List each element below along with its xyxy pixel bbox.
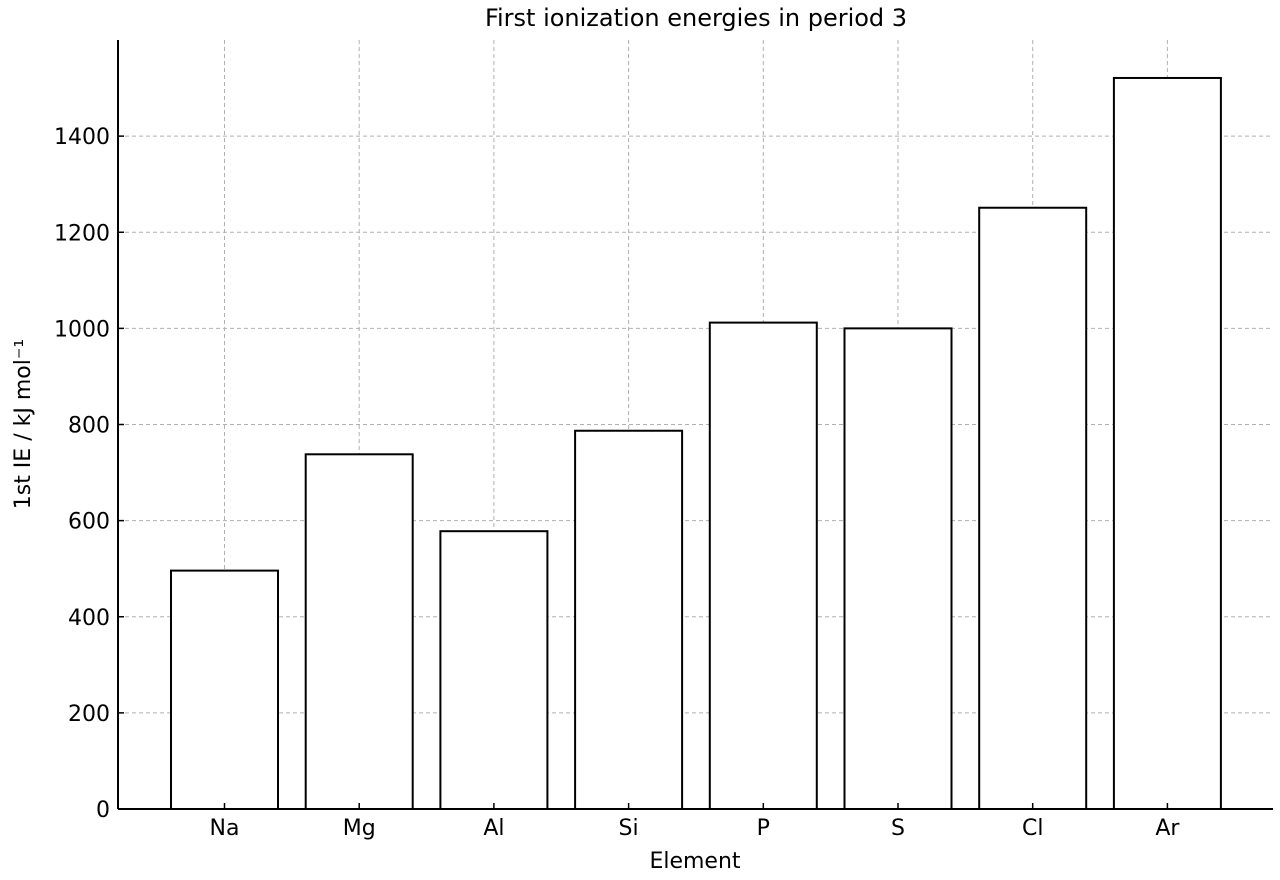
x-tick-layer: Na Mg Al Si P S Cl Ar	[210, 803, 1180, 841]
bar-cl	[978, 206, 1088, 811]
y-tick-label: 400	[68, 606, 110, 631]
bar-al	[439, 530, 549, 810]
y-tick-label: 1400	[54, 125, 110, 150]
y-tick-label: 0	[96, 798, 110, 823]
bar-si	[574, 429, 684, 810]
bar-na	[170, 569, 279, 810]
y-tick-label: 200	[68, 702, 110, 727]
x-tick-label: Si	[619, 816, 639, 841]
x-tick-label: Cl	[1022, 816, 1043, 841]
y-tick-label: 1200	[54, 221, 110, 246]
bar-s	[843, 327, 953, 810]
y-axis-label: 1st IE / kJ mol⁻¹	[11, 339, 36, 510]
y-tick-label: 600	[68, 510, 110, 535]
bar-mg	[304, 453, 414, 810]
chart-title: First ionization energies in period 3	[485, 4, 907, 32]
bar-layer	[170, 76, 1222, 811]
bar-p	[708, 321, 818, 810]
x-tick-label: Al	[483, 816, 504, 841]
y-tick-layer: 0 200 400 600 800 1000 1200 1400	[54, 125, 124, 823]
bar-ar	[1112, 76, 1222, 811]
y-tick-label: 1000	[54, 317, 110, 342]
x-tick-label: Na	[210, 816, 240, 841]
x-tick-label: P	[757, 816, 770, 841]
x-axis-label: Element	[649, 849, 740, 874]
grid-layer	[118, 40, 1273, 809]
x-tick-label: S	[891, 816, 905, 841]
y-tick-label: 800	[68, 414, 110, 439]
x-tick-label: Ar	[1155, 816, 1180, 841]
x-tick-label: Mg	[343, 816, 376, 841]
